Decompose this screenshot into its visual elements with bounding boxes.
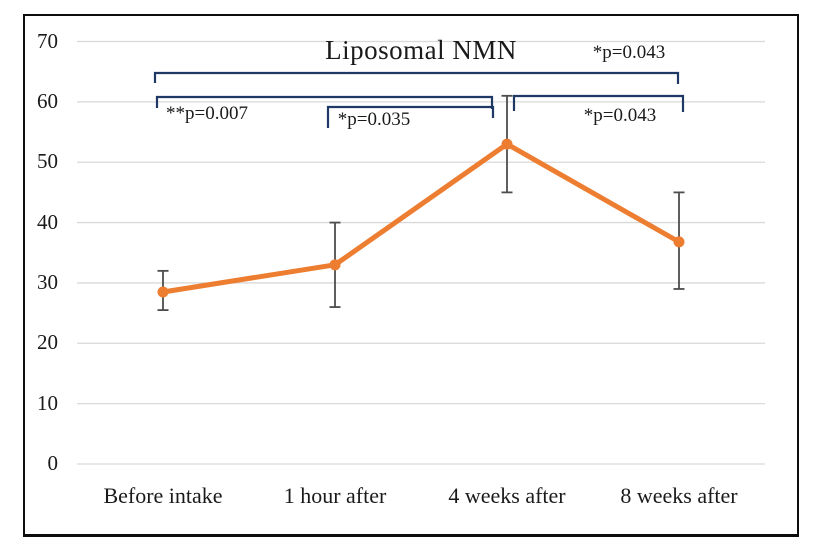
significance-p-value-label: **p=0.007 xyxy=(166,103,248,124)
significance-p-value-label: *p=0.043 xyxy=(592,42,666,63)
significance-p-value-label: *p=0.043 xyxy=(583,105,657,126)
y-axis-tick-label: 0 xyxy=(47,451,59,475)
x-axis-category-label: 4 weeks after xyxy=(448,483,566,508)
y-axis-tick-label: 50 xyxy=(37,149,58,174)
significance-bracket xyxy=(155,95,494,109)
data-point-marker xyxy=(501,138,513,150)
significance-p-value-label: *p=0.035 xyxy=(337,109,411,130)
data-point-marker xyxy=(329,259,341,271)
significance-bracket xyxy=(326,105,495,128)
significance-bracket xyxy=(512,94,685,112)
y-axis-tick-label: 20 xyxy=(37,330,58,355)
y-axis-tick-label: 30 xyxy=(37,269,58,294)
chart-title: Liposomal NMN xyxy=(325,35,517,65)
x-axis-category-label: 8 weeks after xyxy=(620,483,738,508)
data-point-marker xyxy=(157,286,169,298)
y-axis-tick-label: 60 xyxy=(37,88,58,113)
significance-bracket xyxy=(153,71,680,84)
x-axis-category-label: Before intake xyxy=(103,483,223,508)
y-axis-tick-label: 70 xyxy=(37,28,58,53)
y-axis-tick-label: 10 xyxy=(37,390,58,415)
data-point-marker xyxy=(673,236,685,248)
series-line xyxy=(160,141,682,295)
y-axis-tick-label: 40 xyxy=(37,209,58,234)
x-axis-category-label: 1 hour after xyxy=(283,483,387,508)
